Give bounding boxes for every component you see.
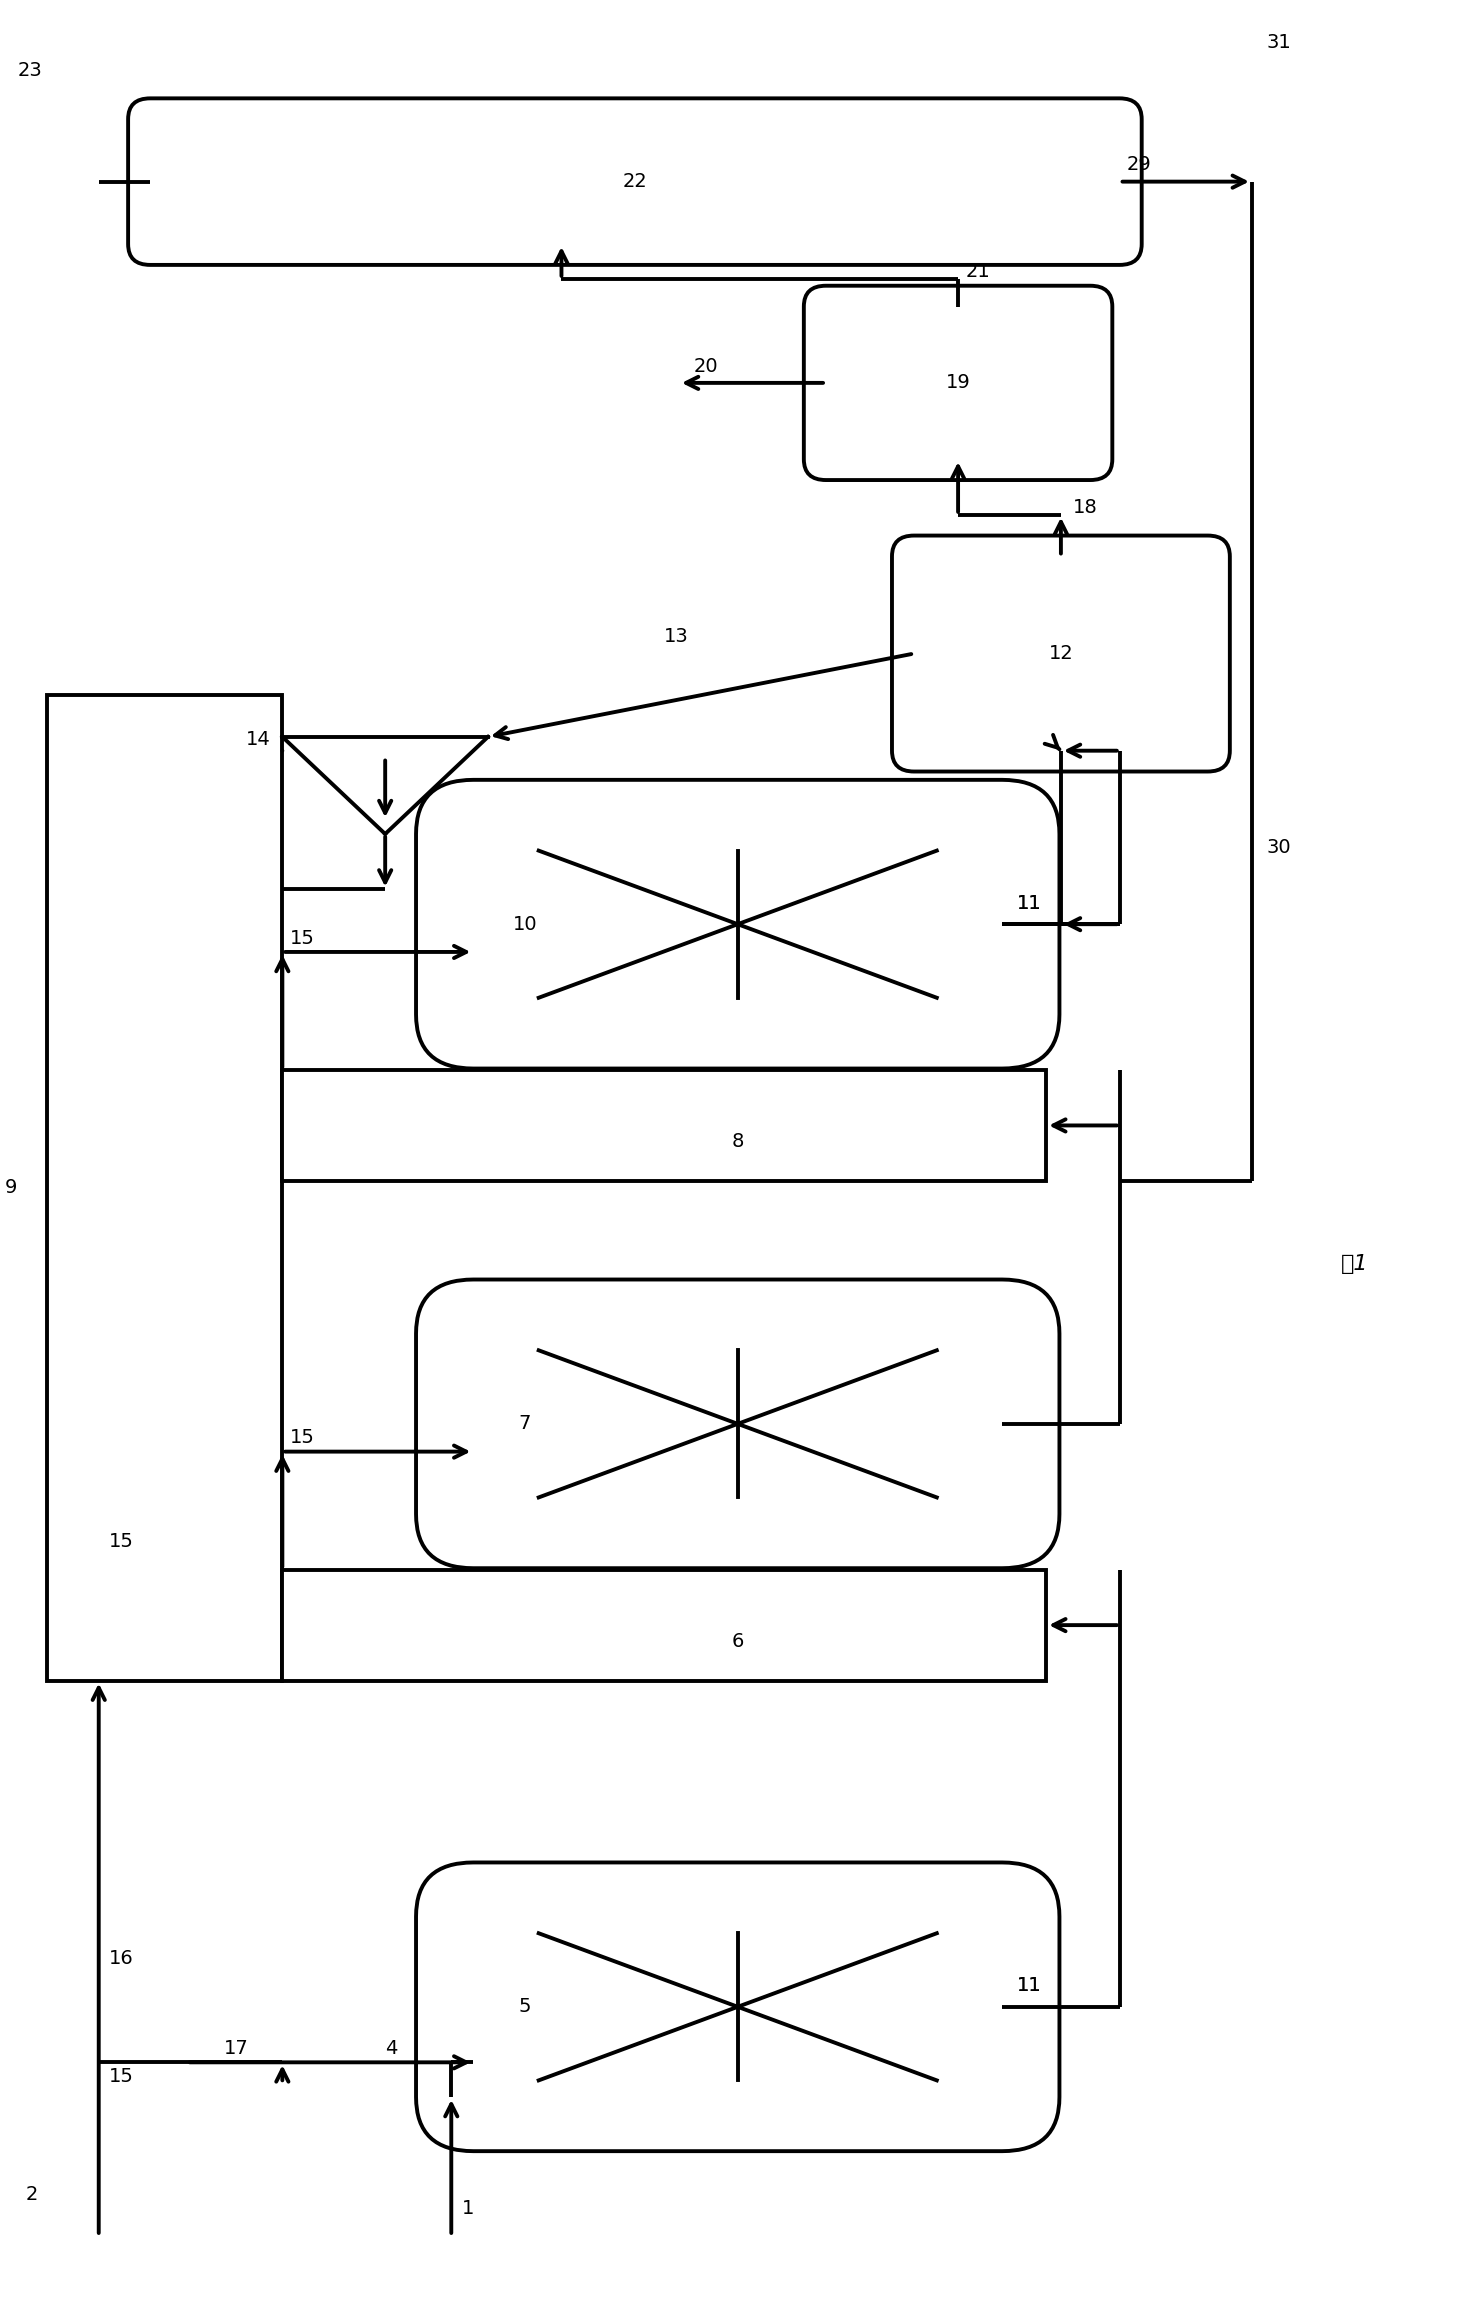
Bar — [282, 1569, 1046, 1680]
Text: 15: 15 — [109, 1533, 134, 1551]
Text: 14: 14 — [246, 729, 270, 750]
Bar — [282, 1071, 1046, 1182]
Text: 图1: 图1 — [1341, 1253, 1369, 1274]
Text: 6: 6 — [732, 1632, 743, 1650]
Text: 12: 12 — [1049, 644, 1074, 662]
Text: 29: 29 — [1127, 155, 1152, 175]
FancyBboxPatch shape — [416, 1863, 1059, 2151]
Text: 22: 22 — [622, 173, 648, 192]
FancyBboxPatch shape — [416, 780, 1059, 1069]
Bar — [47, 695, 282, 1680]
FancyBboxPatch shape — [804, 286, 1112, 480]
Text: 21: 21 — [966, 263, 990, 282]
Text: 17: 17 — [224, 2038, 248, 2059]
Text: 31: 31 — [1267, 32, 1291, 53]
Text: 2: 2 — [25, 2186, 38, 2204]
Text: 18: 18 — [1072, 499, 1097, 517]
Text: 11: 11 — [1016, 1976, 1041, 1996]
Text: 15: 15 — [109, 2066, 134, 2086]
Text: 16: 16 — [109, 1948, 134, 1969]
Text: 30: 30 — [1267, 838, 1291, 856]
Text: 11: 11 — [1016, 1976, 1041, 1996]
Text: 26: 26 — [687, 0, 712, 5]
FancyBboxPatch shape — [128, 99, 1142, 265]
Text: 9: 9 — [4, 1179, 16, 1198]
Text: 24: 24 — [379, 0, 404, 5]
Text: 7: 7 — [519, 1415, 531, 1433]
Text: 20: 20 — [693, 358, 718, 376]
Text: 15: 15 — [289, 928, 314, 949]
Text: 19: 19 — [945, 374, 971, 392]
FancyBboxPatch shape — [416, 1279, 1059, 1567]
Text: 4: 4 — [385, 2038, 398, 2059]
Text: 15: 15 — [289, 1429, 314, 1447]
FancyBboxPatch shape — [892, 535, 1230, 771]
Text: 11: 11 — [1016, 893, 1041, 914]
Text: 5: 5 — [519, 1996, 531, 2017]
Text: 10: 10 — [512, 914, 537, 935]
Text: 8: 8 — [732, 1133, 743, 1152]
Text: 13: 13 — [664, 628, 689, 646]
Text: 25: 25 — [512, 0, 537, 5]
Text: 11: 11 — [1016, 893, 1041, 914]
Text: 23: 23 — [18, 60, 43, 81]
Text: 1: 1 — [462, 2200, 473, 2218]
